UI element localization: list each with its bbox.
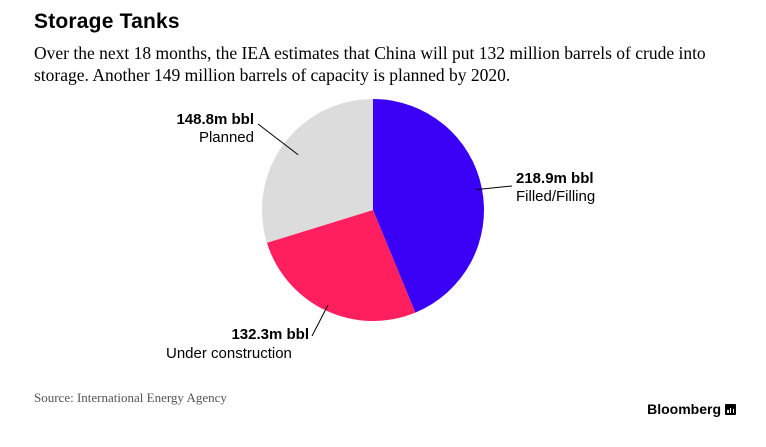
leader-line-planned [257, 123, 299, 156]
leader-line-filled [475, 185, 513, 191]
brand-logo: Bloomberg [647, 401, 736, 417]
chart-title: Storage Tanks [34, 10, 180, 33]
pie-slice-filled [373, 99, 485, 313]
pie-slice-construction [266, 210, 416, 321]
source-note: Source: International Energy Agency [34, 390, 227, 405]
chart-subtitle: Over the next 18 months, the IEA estimat… [34, 43, 706, 85]
label-name-filled: Filled/Filling [516, 188, 595, 205]
label-value-construction: 132.3m bbl [231, 326, 309, 343]
label-name-construction: Under construction [166, 345, 292, 362]
label-value-filled: 218.9m bbl [516, 170, 594, 187]
pie-slice-planned [262, 99, 373, 243]
label-value-planned: 148.8m bbl [176, 111, 254, 128]
brand-name: Bloomberg [647, 401, 721, 417]
leader-line-construction [311, 304, 329, 337]
label-name-planned: Planned [199, 129, 254, 146]
bloomberg-bars-icon [725, 403, 736, 415]
